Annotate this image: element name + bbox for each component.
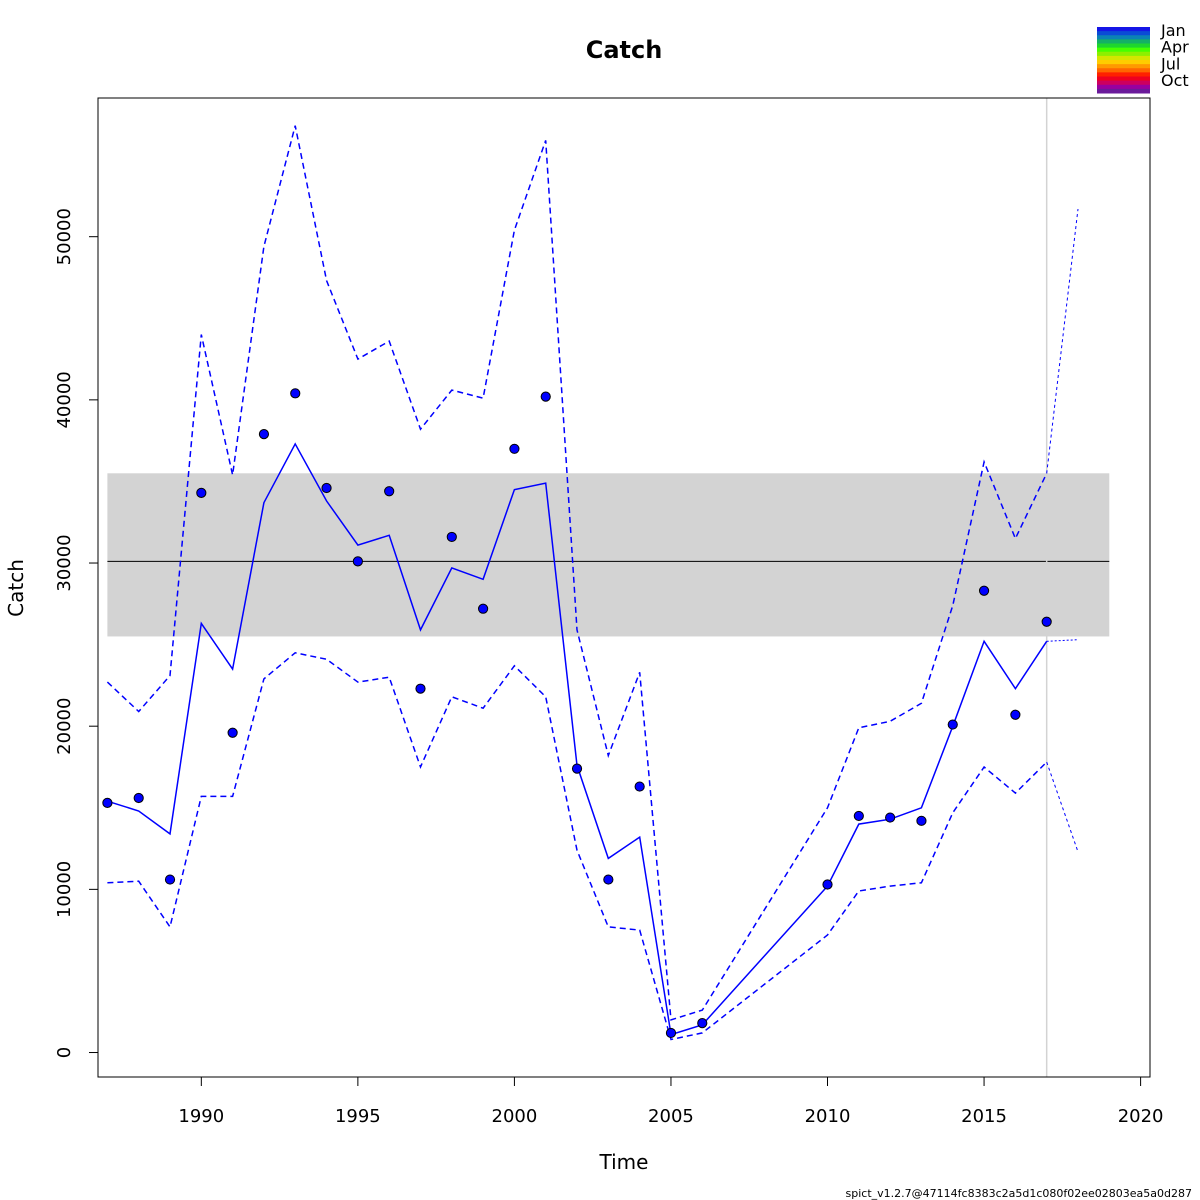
- footer-version: spict_v1.2.7@47114fc8383c2a5d1c080f02ee0…: [846, 1187, 1192, 1200]
- observed-point: [916, 815, 927, 826]
- observed-point: [415, 683, 426, 694]
- legend-color-swatch: [1097, 68, 1150, 73]
- observed-point: [603, 874, 614, 885]
- estimate-line: [107, 442, 1048, 1036]
- observed-point: [1041, 616, 1052, 627]
- observed-point: [540, 391, 551, 402]
- estimate-upper-ci: [106, 125, 1048, 1021]
- observed-point: [478, 603, 489, 614]
- observed-point: [509, 443, 520, 454]
- legend-color-swatch: [1097, 55, 1150, 61]
- x-tick-label: 2000: [492, 1106, 538, 1127]
- x-tick-label: 1990: [178, 1106, 224, 1127]
- legend-color-swatch: [1097, 35, 1150, 40]
- x-tick-label: 2005: [648, 1106, 694, 1127]
- legend-color-swatch: [1097, 43, 1150, 49]
- reference-band: [107, 473, 1110, 637]
- observed-point: [227, 727, 238, 738]
- estimate-lower-ci: [107, 651, 1048, 1041]
- y-tick-label: 50000: [54, 208, 75, 265]
- observed-point: [446, 531, 457, 543]
- legend-color-swatch: [1097, 80, 1150, 86]
- x-tick-label: 1995: [335, 1106, 381, 1127]
- legend-color-swatch: [1097, 88, 1150, 94]
- observed-point: [133, 792, 144, 804]
- observed-point: [290, 388, 301, 399]
- y-axis-title: Catch: [4, 559, 28, 617]
- observed-point: [1010, 709, 1021, 720]
- observed-point: [164, 874, 176, 885]
- forecast-lower-ci: [1046, 761, 1079, 852]
- legend-color-swatch: [1097, 31, 1150, 36]
- observed-point: [634, 781, 645, 792]
- x-tick-label: 2020: [1118, 1106, 1164, 1127]
- observed-point: [947, 719, 958, 730]
- legend-color-swatch: [1097, 39, 1150, 45]
- y-tick-label: 30000: [54, 534, 75, 591]
- legend-color-swatch: [1097, 64, 1150, 69]
- legend-label: Jul: [1160, 54, 1180, 73]
- plot-area: [102, 98, 1110, 1077]
- forecast-upper-ci: [1046, 208, 1079, 474]
- legend-color-swatch: [1097, 76, 1150, 82]
- observed-point: [102, 797, 113, 808]
- y-tick-label: 0: [54, 1047, 75, 1058]
- observed-point: [571, 763, 583, 774]
- y-tick-label: 10000: [54, 861, 75, 918]
- observed-point: [697, 1018, 708, 1029]
- chart-title: Catch: [586, 36, 663, 64]
- legend-color-swatch: [1097, 27, 1150, 32]
- observed-point: [321, 482, 332, 494]
- legend-color-swatch: [1097, 72, 1150, 78]
- observed-point: [665, 1027, 677, 1039]
- y-axis: 0 10000 20000 30000 40000 50000: [54, 208, 99, 1058]
- x-tick-label: 2015: [961, 1106, 1007, 1127]
- legend-color-swatch: [1097, 60, 1150, 65]
- y-tick-label: 20000: [54, 698, 75, 755]
- legend-label: Oct: [1161, 71, 1189, 90]
- observed-point: [384, 486, 395, 497]
- observed-point: [822, 879, 833, 890]
- observed-point: [352, 556, 363, 567]
- legend-color-swatch: [1097, 47, 1150, 53]
- x-tick-label: 2010: [805, 1106, 851, 1127]
- observed-point: [978, 585, 990, 596]
- observed-point: [885, 812, 896, 823]
- legend-color-swatch: [1097, 51, 1150, 57]
- y-tick-label: 40000: [54, 371, 75, 428]
- observed-point: [258, 429, 270, 440]
- legend-label: Apr: [1161, 38, 1189, 57]
- forecast-line: [1046, 639, 1079, 642]
- observed-point: [853, 810, 864, 822]
- legend-label: Jan: [1160, 21, 1186, 40]
- x-axis: 1990 1995 2000 2005 2010 2015 2020: [178, 1076, 1164, 1127]
- legend-color-swatch: [1097, 84, 1150, 90]
- x-axis-title: Time: [599, 1150, 649, 1174]
- observed-point: [196, 487, 207, 498]
